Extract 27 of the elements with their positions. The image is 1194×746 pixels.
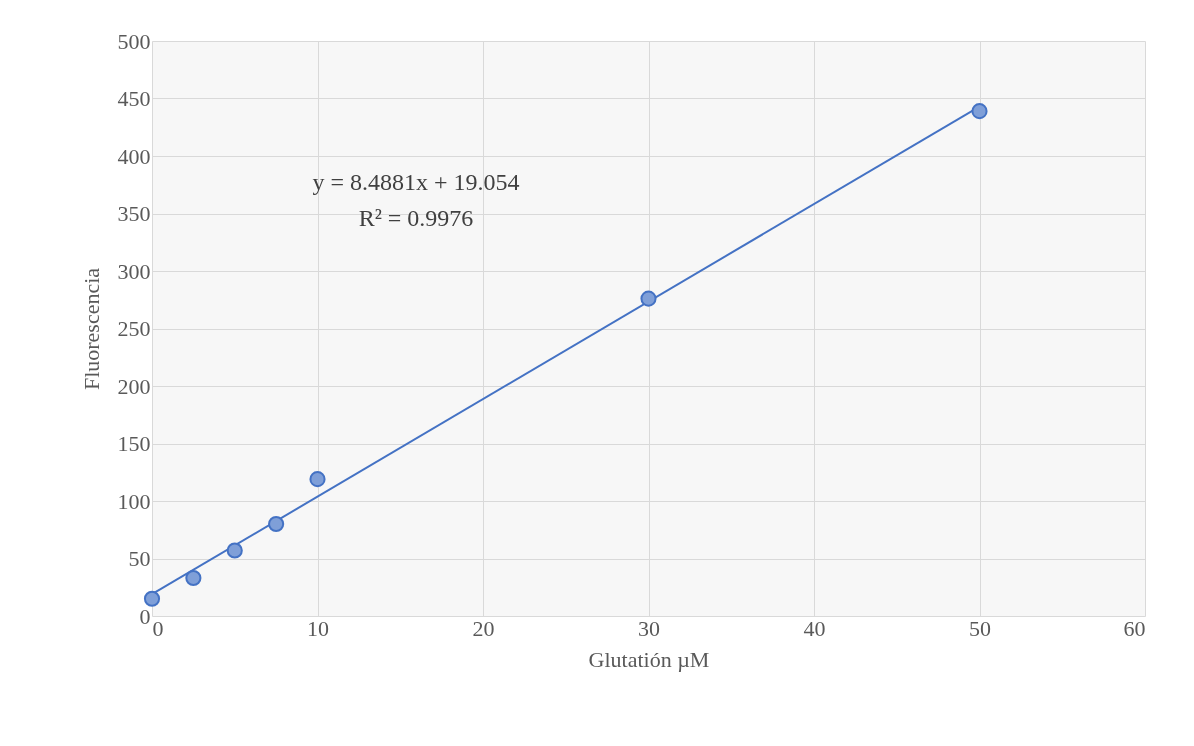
y-tick-label: 100: [117, 488, 151, 514]
x-tick-label: 40: [803, 615, 826, 641]
y-tick-label: 200: [117, 373, 151, 399]
point: [640, 290, 657, 307]
point: [268, 515, 285, 533]
y-axis-title: Fluorescencia: [78, 267, 104, 391]
point: [185, 569, 202, 587]
point: [226, 542, 243, 559]
x-tick-label: 20: [472, 615, 495, 641]
y-tick-label: 450: [117, 86, 151, 111]
x-axis-title: Glutatión µM: [588, 646, 710, 672]
y-tick-label: 500: [117, 28, 151, 54]
x-tick-label: 10: [307, 615, 329, 641]
y-tick-label: 350: [117, 201, 151, 226]
x-tick-label: 50: [969, 615, 991, 641]
y-tick-label: 300: [117, 258, 151, 284]
y-tick-label: 50: [128, 546, 151, 571]
y-tick-label: 250: [117, 316, 151, 341]
y-tick-label: 400: [117, 143, 151, 169]
point: [309, 471, 326, 488]
annotation: y = 8.4881x + 19.054: [312, 169, 520, 195]
y-tick-label: 150: [117, 431, 151, 456]
x-tick-label: 30: [638, 615, 660, 641]
point: [971, 103, 988, 120]
annotation: R² = 0.9976: [358, 205, 474, 231]
x-tick-label: 60: [1123, 615, 1146, 641]
point: [143, 590, 161, 607]
